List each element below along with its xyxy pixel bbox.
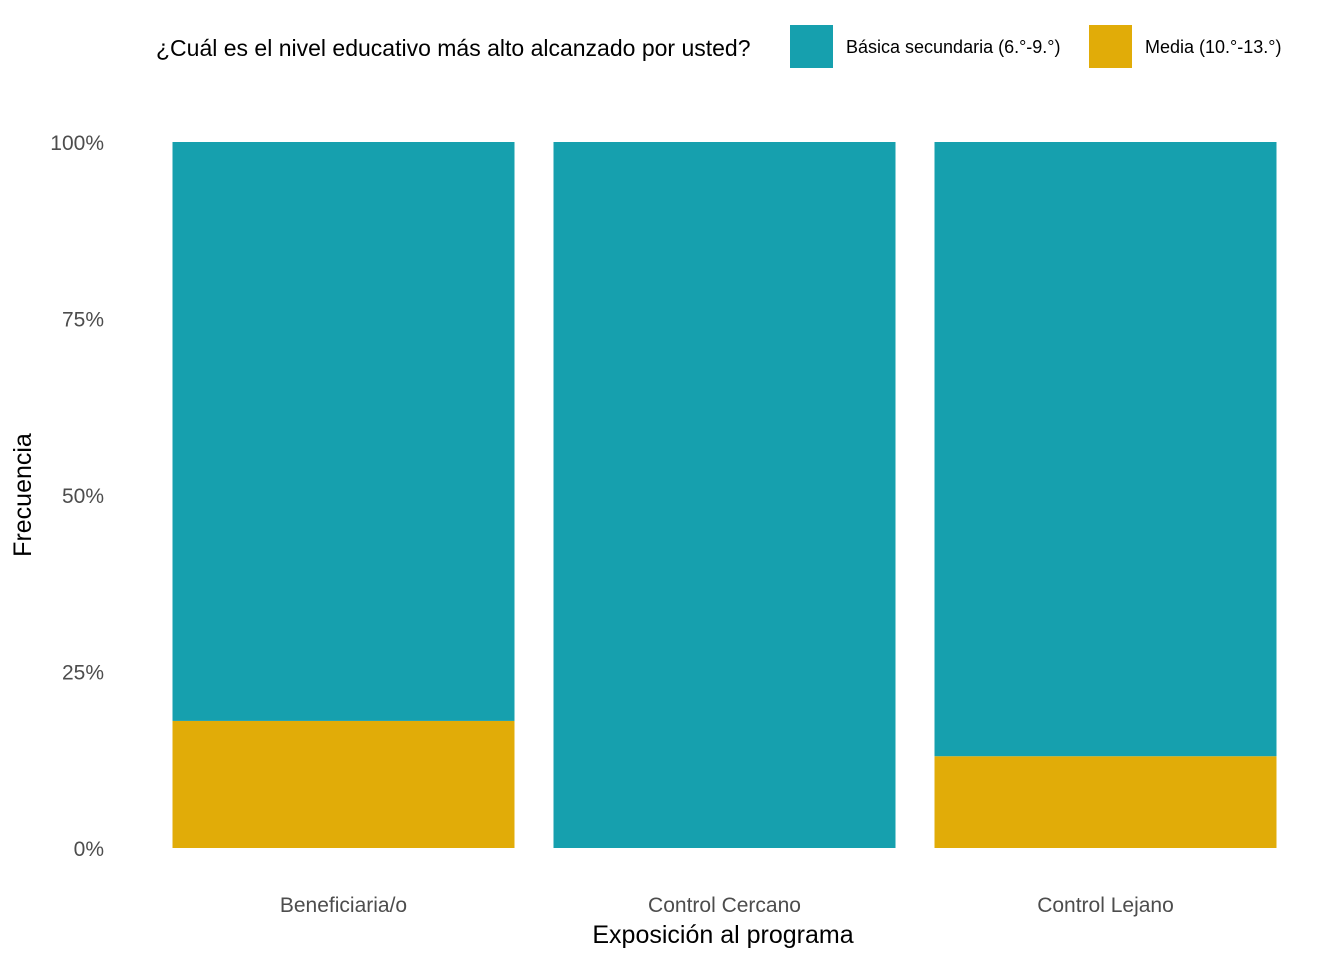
x-tick-label: Control Lejano (1037, 894, 1174, 917)
y-tick-label: 50% (62, 485, 104, 508)
legend: ¿Cuál es el nivel educativo más alto alc… (156, 25, 1281, 68)
legend-label-basica: Básica secundaria (6.°-9.°) (846, 37, 1061, 57)
bar-segment-basica-3 (934, 142, 1277, 757)
bar-segment-basica-2 (553, 142, 896, 848)
x-tick-label: Beneficiaria/o (280, 894, 407, 917)
bar-segment-basica-1 (172, 142, 515, 721)
y-axis-ticks: 0% 25% 50% 75% 100% (50, 132, 104, 861)
x-axis-title: Exposición al programa (592, 921, 853, 949)
legend-title: ¿Cuál es el nivel educativo más alto alc… (156, 35, 751, 61)
legend-swatch-basica (790, 25, 833, 68)
bar-segment-media-3 (934, 756, 1277, 848)
y-tick-label: 0% (74, 838, 104, 861)
legend-label-media: Media (10.°-13.°) (1145, 37, 1281, 57)
x-axis-ticks: Beneficiaria/o Control Cercano Control Lej… (280, 894, 1174, 917)
y-tick-label: 75% (62, 309, 104, 332)
y-axis-title: Frecuencia (9, 433, 37, 557)
y-tick-label: 25% (62, 662, 104, 685)
x-tick-label: Control Cercano (648, 894, 801, 917)
bar-segment-media-1 (172, 720, 515, 848)
y-tick-label: 100% (50, 132, 104, 155)
plot-area (172, 142, 1277, 848)
legend-swatch-media (1089, 25, 1132, 68)
